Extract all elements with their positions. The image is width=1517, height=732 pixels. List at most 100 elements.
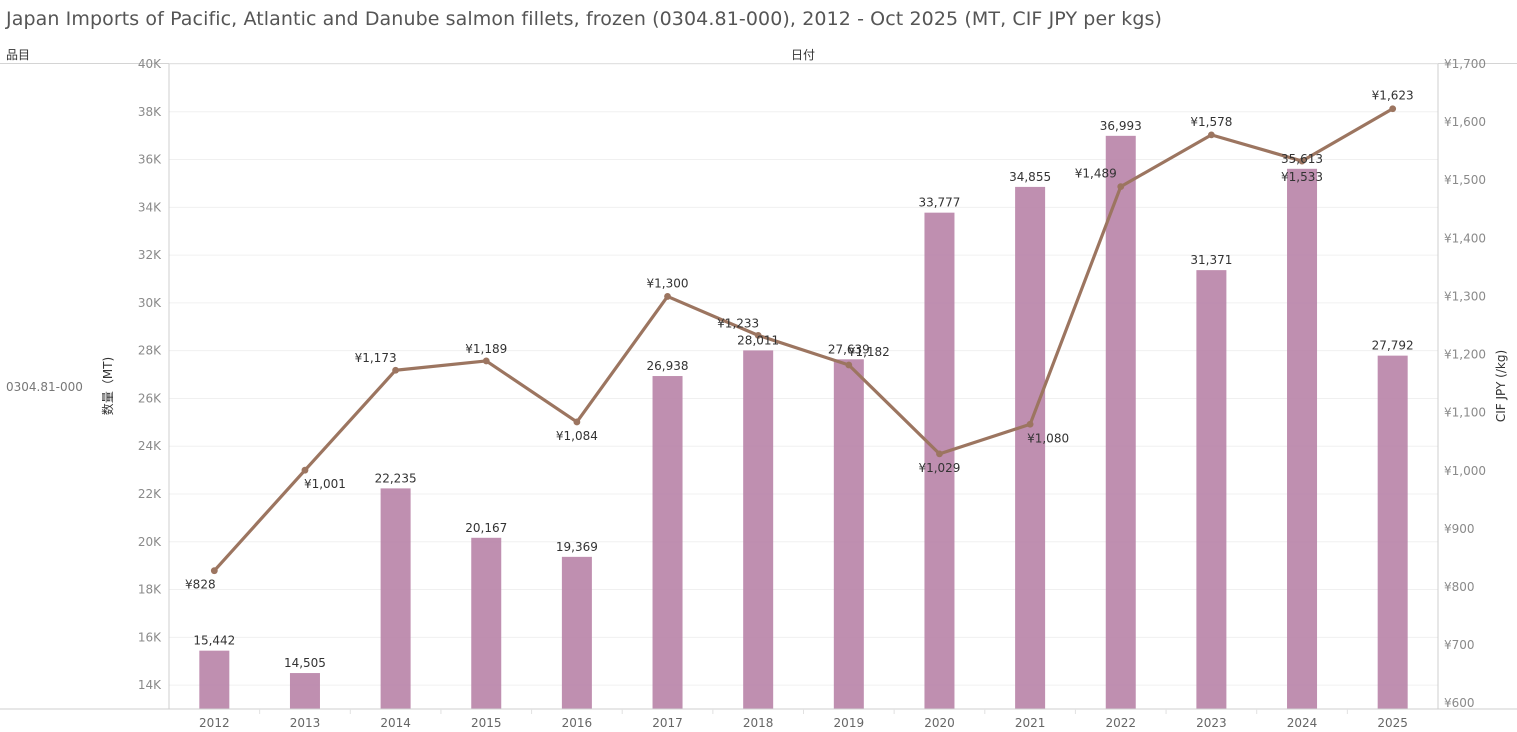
bar-series bbox=[199, 135, 1408, 710]
bar bbox=[1015, 186, 1046, 710]
x-tick-label: 2020 bbox=[924, 716, 955, 730]
price-value-label: ¥1,233 bbox=[717, 316, 759, 330]
bar-value-label: 15,442 bbox=[193, 634, 235, 648]
bar bbox=[471, 537, 502, 709]
x-tick-label: 2018 bbox=[743, 716, 774, 730]
price-value-label: ¥1,300 bbox=[647, 276, 689, 290]
price-point bbox=[845, 361, 853, 369]
column-header-item: 品目 bbox=[6, 48, 31, 62]
x-tick-label: 2014 bbox=[380, 716, 411, 730]
left-tick-label: 38K bbox=[138, 105, 162, 119]
bar bbox=[652, 376, 683, 709]
left-axis-title: 数量（MT) bbox=[100, 357, 115, 415]
price-value-label: ¥1,578 bbox=[1190, 115, 1232, 129]
price-value-label: ¥1,189 bbox=[465, 342, 507, 356]
bar bbox=[1105, 135, 1136, 710]
x-tick-label: 2025 bbox=[1377, 716, 1408, 730]
bar bbox=[833, 359, 864, 709]
left-tick-label: 32K bbox=[138, 248, 162, 262]
right-tick-label: ¥1,700 bbox=[1444, 57, 1486, 71]
bar bbox=[1196, 270, 1227, 709]
bar bbox=[1287, 168, 1318, 710]
bar-value-label: 35,613 bbox=[1281, 152, 1323, 166]
price-point bbox=[1026, 420, 1034, 428]
left-tick-label: 36K bbox=[138, 153, 162, 167]
left-tick-label: 14K bbox=[138, 678, 162, 692]
axes: 14K 16K 18K 20K 22K 24K 26K 28K 30K 32K 34K 36K 38K 4… bbox=[0, 57, 1517, 730]
left-tick-label: 16K bbox=[138, 630, 162, 644]
price-point bbox=[573, 418, 581, 426]
bar bbox=[924, 212, 955, 709]
price-point bbox=[1207, 131, 1215, 139]
bar-value-label: 33,777 bbox=[918, 196, 960, 210]
x-tick-label: 2021 bbox=[1015, 716, 1046, 730]
bar-value-label: 14,505 bbox=[284, 656, 326, 670]
price-point bbox=[936, 450, 943, 458]
bar-value-label: 20,167 bbox=[465, 521, 507, 535]
chart-title: Japan Imports of Pacific, Atlantic and D… bbox=[6, 8, 1163, 30]
right-tick-label: ¥900 bbox=[1444, 522, 1475, 536]
price-point bbox=[210, 567, 218, 575]
price-point bbox=[1117, 183, 1125, 191]
price-value-label: ¥1,173 bbox=[355, 351, 397, 365]
left-tick-label: 18K bbox=[138, 583, 162, 597]
price-value-label: ¥1,182 bbox=[848, 345, 890, 359]
bar bbox=[1377, 355, 1408, 709]
bar bbox=[380, 488, 411, 709]
x-tick-label: 2013 bbox=[290, 716, 321, 730]
data-labels: 15,442 14,505 22,235 20,167 19,369 26,938 28,0… bbox=[185, 89, 1414, 670]
left-tick-label: 30K bbox=[138, 296, 162, 310]
row-label: 0304.81-000 bbox=[6, 380, 83, 394]
price-value-label: ¥1,084 bbox=[556, 429, 598, 443]
price-point bbox=[301, 466, 309, 474]
right-tick-label: ¥700 bbox=[1444, 638, 1475, 652]
x-tick-label: 2015 bbox=[471, 716, 502, 730]
bar bbox=[743, 350, 774, 709]
bar-value-label: 27,639 bbox=[828, 342, 870, 356]
price-value-label: ¥1,623 bbox=[1372, 89, 1414, 103]
x-tick-label: 2016 bbox=[562, 716, 593, 730]
price-point bbox=[664, 293, 671, 300]
x-tick-label: 2017 bbox=[652, 716, 683, 730]
right-tick-label: ¥600 bbox=[1444, 696, 1475, 710]
price-value-label: ¥1,080 bbox=[1027, 431, 1069, 445]
right-tick-label: ¥1,200 bbox=[1444, 348, 1486, 362]
right-tick-label: ¥1,400 bbox=[1444, 231, 1486, 245]
bar-value-label: 36,993 bbox=[1100, 119, 1142, 133]
price-line bbox=[213, 107, 1394, 572]
price-value-label: ¥1,533 bbox=[1281, 170, 1323, 184]
price-point bbox=[1389, 105, 1397, 113]
price-value-label: ¥1,029 bbox=[918, 461, 960, 475]
left-tick-label: 24K bbox=[138, 439, 162, 453]
price-point bbox=[482, 357, 490, 365]
right-axis-title: CIF JPY (/kg) bbox=[1494, 350, 1508, 422]
price-value-label: ¥1,489 bbox=[1075, 167, 1117, 181]
bar-value-label: 19,369 bbox=[556, 540, 598, 554]
bar bbox=[289, 673, 320, 709]
x-tick-label: 2012 bbox=[199, 716, 230, 730]
bar-value-label: 26,938 bbox=[647, 359, 689, 373]
bar bbox=[561, 556, 592, 709]
left-tick-label: 34K bbox=[138, 200, 162, 214]
right-tick-label: ¥1,100 bbox=[1444, 406, 1486, 420]
x-tick-label: 2023 bbox=[1196, 716, 1227, 730]
right-tick-label: ¥800 bbox=[1444, 580, 1475, 594]
left-tick-label: 20K bbox=[138, 535, 162, 549]
bar-value-label: 31,371 bbox=[1190, 253, 1232, 267]
x-tick-label: 2024 bbox=[1287, 716, 1318, 730]
left-tick-label: 22K bbox=[138, 487, 162, 501]
price-point bbox=[392, 366, 400, 374]
price-value-label: ¥1,001 bbox=[304, 477, 346, 491]
right-tick-label: ¥1,500 bbox=[1444, 173, 1486, 187]
bar-value-label: 22,235 bbox=[375, 471, 417, 485]
left-tick-label: 26K bbox=[138, 391, 162, 405]
bar bbox=[199, 650, 230, 709]
bar-value-label: 28,011 bbox=[737, 333, 779, 347]
price-point bbox=[754, 331, 762, 339]
x-tick-label: 2022 bbox=[1105, 716, 1136, 730]
right-tick-label: ¥1,300 bbox=[1444, 289, 1486, 303]
right-tick-label: ¥1,600 bbox=[1444, 115, 1486, 129]
right-tick-label: ¥1,000 bbox=[1444, 464, 1486, 478]
x-tick-label: 2019 bbox=[834, 716, 865, 730]
